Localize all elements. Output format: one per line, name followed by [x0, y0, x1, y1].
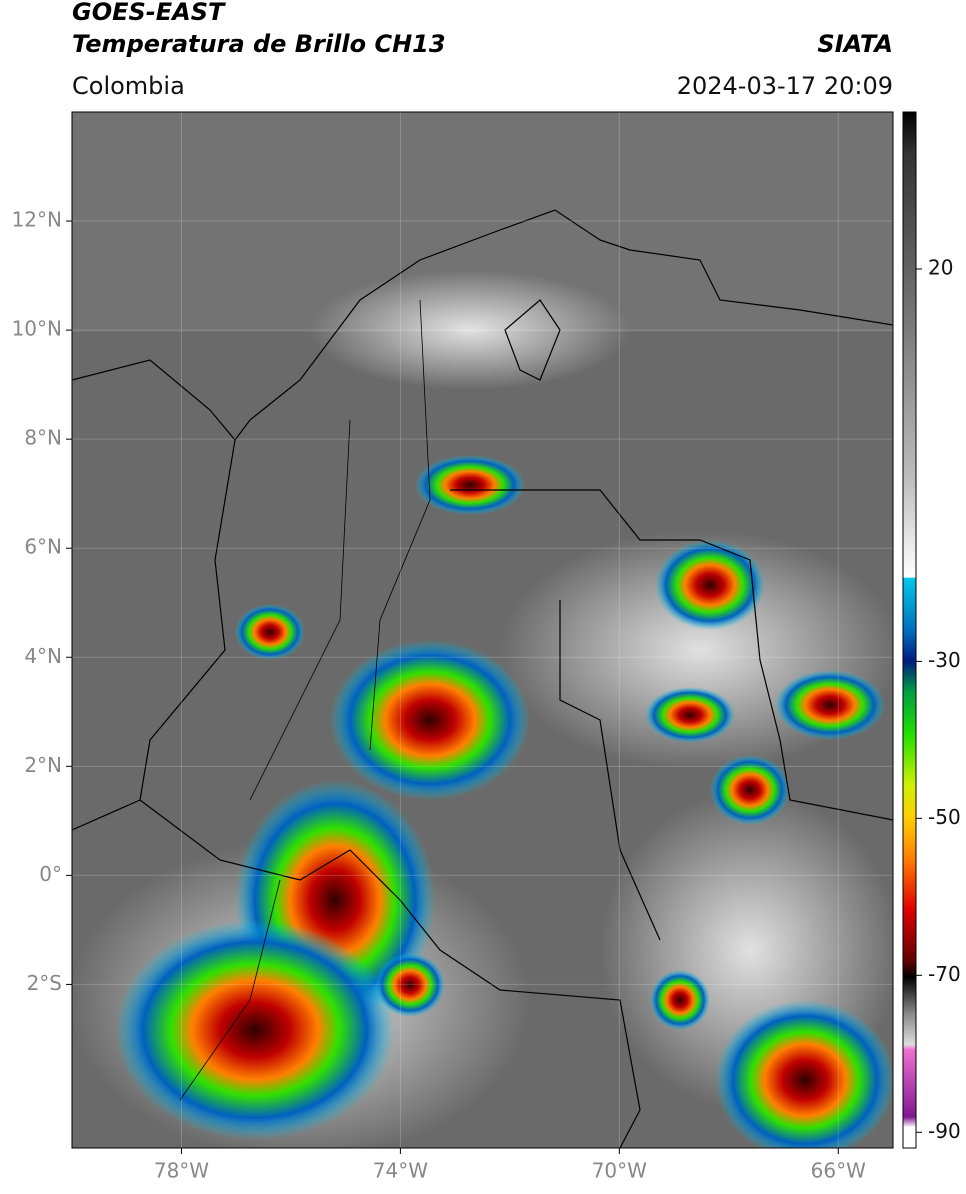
title-line-2: Temperatura de Brillo CH13 [72, 30, 446, 58]
x-tick-label: 66°W [811, 1159, 866, 1183]
colorbar-tick-label: -30 [928, 648, 961, 672]
source: SIATA [817, 30, 893, 58]
x-tick-label: 70°W [592, 1159, 647, 1183]
y-tick-label: 2°N [24, 753, 62, 777]
colorbar-tick-label: -90 [928, 1119, 961, 1143]
x-tick-label: 78°W [154, 1159, 209, 1183]
satellite-image [72, 112, 893, 1148]
y-tick-label: 12°N [12, 208, 62, 232]
grid [72, 112, 893, 1148]
title-line-1: GOES-EAST [72, 0, 226, 26]
colorbar [902, 111, 917, 1149]
colorbar-tick-label: -70 [928, 962, 961, 986]
y-tick-label: 8°N [24, 426, 62, 450]
y-tick-label: 10°N [12, 317, 62, 341]
y-tick-label: 2°S [27, 971, 62, 995]
map-frame [71, 111, 894, 1149]
region: Colombia [72, 72, 185, 100]
y-tick-label: 6°N [24, 535, 62, 559]
colorbar-tick-label: 20 [928, 255, 953, 279]
y-tick-label: 4°N [24, 644, 62, 668]
colorbar-tick-label: -50 [928, 805, 961, 829]
x-tick-label: 74°W [373, 1159, 428, 1183]
datetime: 2024-03-17 20:09 [677, 72, 893, 100]
y-tick-label: 0° [39, 862, 62, 886]
